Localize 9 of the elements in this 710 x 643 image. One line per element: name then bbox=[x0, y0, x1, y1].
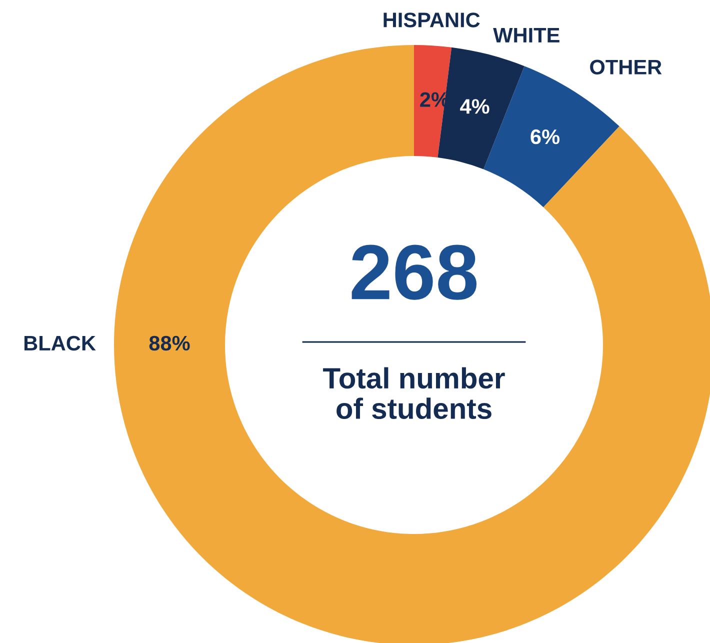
slice-label: OTHER bbox=[590, 60, 662, 74]
data-label: 6% bbox=[530, 129, 560, 144]
slice-label: WHITE bbox=[493, 28, 560, 42]
data-label: 4% bbox=[460, 99, 490, 114]
text: Total number of students bbox=[323, 367, 505, 420]
slice-label: HISPANIC bbox=[384, 12, 480, 28]
data-label: 88% bbox=[149, 336, 190, 351]
text: 268 bbox=[352, 244, 477, 300]
slice-label: BLACK bbox=[24, 336, 96, 351]
